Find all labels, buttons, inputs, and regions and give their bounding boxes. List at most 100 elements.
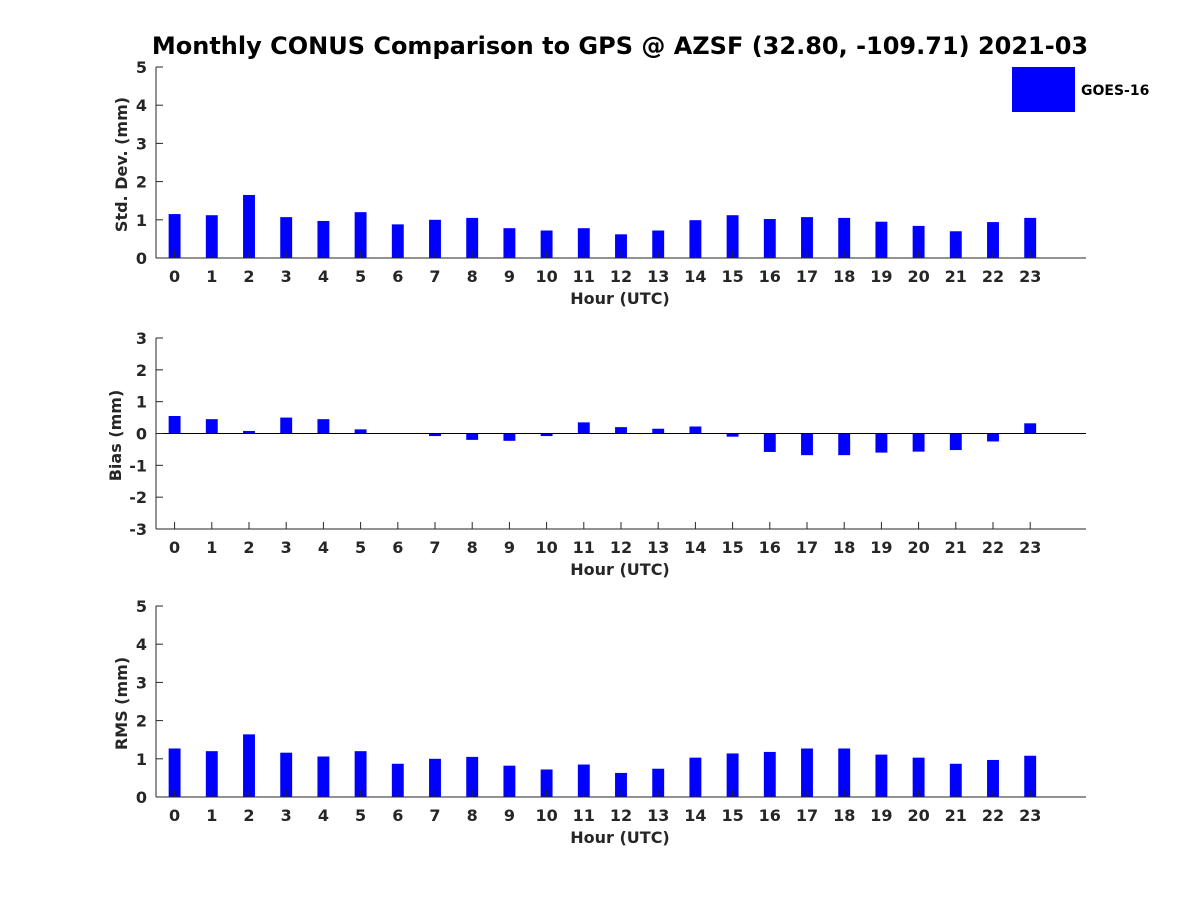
x-tick-label: 10 xyxy=(535,538,557,557)
x-tick-label: 17 xyxy=(796,806,818,825)
x-tick-label: 13 xyxy=(647,538,669,557)
bar-hour-21 xyxy=(949,433,962,451)
bar-hour-1 xyxy=(205,751,218,797)
x-tick-label: 14 xyxy=(684,806,706,825)
bar-hour-21 xyxy=(949,763,962,797)
x-tick-label: 6 xyxy=(392,538,403,557)
bar-hour-22 xyxy=(987,222,999,258)
y-tick-label: 2 xyxy=(136,361,147,380)
y-tick-label: 2 xyxy=(136,173,147,192)
x-tick-label: 23 xyxy=(1019,806,1041,825)
bar-hour-13 xyxy=(652,230,665,258)
x-tick-label: 8 xyxy=(467,267,478,286)
y-tick-label: 5 xyxy=(136,58,147,77)
x-tick-label: 3 xyxy=(281,538,292,557)
bar-hour-23 xyxy=(1024,755,1037,797)
x-tick-label: 22 xyxy=(982,267,1004,286)
bar-hour-19 xyxy=(875,221,888,258)
bar-hour-23 xyxy=(1024,423,1037,434)
bar-hour-5 xyxy=(354,751,367,797)
x-tick-label: 10 xyxy=(535,806,557,825)
x-tick-label: 20 xyxy=(907,267,929,286)
x-tick-label: 2 xyxy=(243,806,254,825)
bar-hour-8 xyxy=(466,433,479,440)
x-tick-label: 12 xyxy=(610,806,632,825)
y-axis-label: Bias (mm) xyxy=(106,390,125,482)
bar-hour-23 xyxy=(1024,217,1037,258)
x-tick-label: 11 xyxy=(573,538,595,557)
y-tick-label: 1 xyxy=(136,393,147,412)
x-axis-label: Hour (UTC) xyxy=(570,289,670,308)
bar-hour-2 xyxy=(243,430,255,434)
x-tick-label: 12 xyxy=(610,538,632,557)
x-tick-label: 23 xyxy=(1019,267,1041,286)
x-tick-label: 4 xyxy=(318,267,329,286)
x-tick-label: 8 xyxy=(467,806,478,825)
x-tick-label: 15 xyxy=(721,806,743,825)
x-tick-label: 19 xyxy=(870,267,892,286)
bar-hour-7 xyxy=(429,433,441,437)
x-tick-label: 11 xyxy=(573,267,595,286)
bar-hour-12 xyxy=(615,234,627,258)
x-tick-label: 7 xyxy=(429,538,440,557)
bar-hour-22 xyxy=(987,433,999,442)
y-tick-label: -3 xyxy=(129,520,147,539)
x-tick-label: 17 xyxy=(796,267,818,286)
bar-hour-4 xyxy=(317,756,330,797)
bar-hour-14 xyxy=(689,426,702,434)
bar-hour-0 xyxy=(168,214,181,258)
bar-hour-12 xyxy=(615,772,627,797)
x-tick-label: 4 xyxy=(318,538,329,557)
bar-hour-10 xyxy=(540,433,553,437)
x-tick-label: 5 xyxy=(355,267,366,286)
x-tick-label: 21 xyxy=(945,267,967,286)
y-tick-label: 0 xyxy=(136,425,147,444)
bar-hour-2 xyxy=(243,194,255,258)
x-tick-label: 16 xyxy=(759,538,781,557)
x-tick-label: 1 xyxy=(206,267,217,286)
bar-hour-11 xyxy=(577,764,590,797)
bar-hour-5 xyxy=(354,212,367,258)
x-tick-label: 10 xyxy=(535,267,557,286)
bar-hour-3 xyxy=(280,217,293,258)
x-tick-label: 18 xyxy=(833,806,855,825)
bar-hour-20 xyxy=(912,433,925,452)
x-tick-label: 5 xyxy=(355,538,366,557)
x-tick-label: 16 xyxy=(759,267,781,286)
bar-hour-17 xyxy=(801,433,813,456)
bar-hour-9 xyxy=(503,228,516,258)
x-tick-label: 3 xyxy=(281,806,292,825)
bar-hour-6 xyxy=(391,763,404,797)
x-tick-label: 3 xyxy=(281,267,292,286)
bar-hour-7 xyxy=(429,219,441,258)
y-tick-label: 2 xyxy=(136,712,147,731)
x-tick-label: 11 xyxy=(573,806,595,825)
bar-hour-11 xyxy=(577,422,590,434)
bar-hour-13 xyxy=(652,768,665,797)
x-tick-label: 18 xyxy=(833,267,855,286)
bar-hour-14 xyxy=(689,757,702,797)
x-tick-label: 8 xyxy=(467,538,478,557)
bar-hour-8 xyxy=(466,756,479,797)
x-axis-label: Hour (UTC) xyxy=(570,560,670,579)
x-tick-label: 12 xyxy=(610,267,632,286)
x-tick-label: 5 xyxy=(355,806,366,825)
x-tick-label: 2 xyxy=(243,538,254,557)
x-axis-label: Hour (UTC) xyxy=(570,828,670,847)
x-tick-label: 14 xyxy=(684,538,706,557)
x-tick-label: 18 xyxy=(833,538,855,557)
x-tick-label: 1 xyxy=(206,538,217,557)
x-tick-label: 17 xyxy=(796,538,818,557)
x-tick-label: 21 xyxy=(945,806,967,825)
bar-hour-17 xyxy=(801,748,813,797)
bar-hour-18 xyxy=(838,217,851,258)
y-tick-label: 5 xyxy=(136,597,147,616)
bar-hour-0 xyxy=(168,748,181,797)
y-tick-label: 0 xyxy=(136,249,147,268)
bar-hour-15 xyxy=(726,215,739,258)
x-tick-label: 22 xyxy=(982,538,1004,557)
bar-hour-2 xyxy=(243,734,255,797)
